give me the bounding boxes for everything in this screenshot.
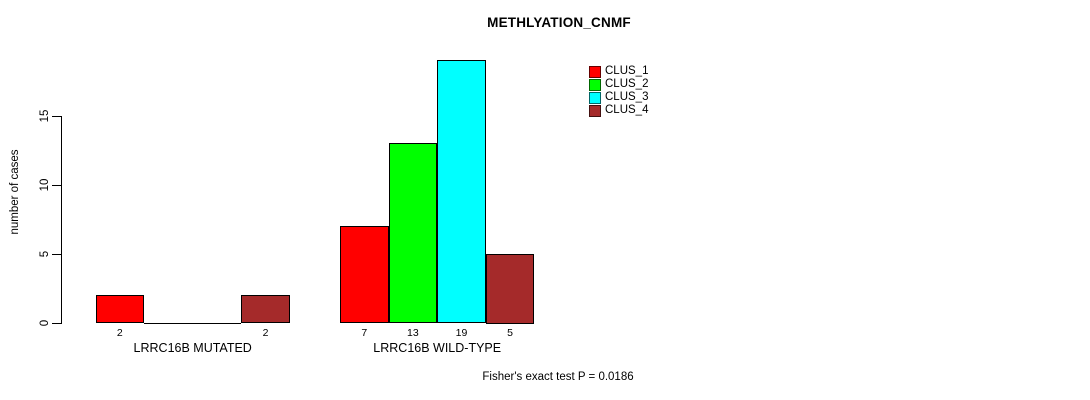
- y-axis-tick-label: 15: [39, 109, 51, 122]
- legend-swatch-clus_2: [589, 78, 601, 91]
- bar-clus_1-group1: [95, 294, 145, 324]
- legend-row-clus_4: CLUS_4: [589, 104, 648, 117]
- bar-clus_3-group2: [437, 60, 486, 324]
- x-group-label-2: LRRC16B WILD-TYPE: [373, 341, 502, 355]
- bar-clus_4-group2: [485, 253, 535, 324]
- legend-label-clus_4: CLUS_4: [605, 104, 649, 116]
- bar-value-label: 5: [507, 326, 514, 339]
- y-axis-tick: [52, 322, 61, 324]
- legend-swatch-clus_1: [589, 65, 601, 78]
- x-group-label-1: LRRC16B MUTATED: [133, 341, 252, 355]
- legend-swatch-clus_3: [589, 91, 601, 104]
- y-axis-tick: [52, 253, 61, 255]
- legend-label-clus_2: CLUS_2: [605, 78, 649, 90]
- legend-swatch-clus_4: [589, 104, 601, 117]
- bar-value-label: 2: [116, 326, 123, 339]
- legend-label-clus_3: CLUS_3: [605, 91, 649, 103]
- bar-clus_2-group2: [388, 143, 438, 324]
- legend-row-clus_1: CLUS_1: [589, 65, 648, 78]
- y-axis-tick-label: 5: [39, 250, 51, 257]
- bar-clus_4-group1: [241, 294, 290, 324]
- fisher-test-annotation: Fisher's exact test P = 0.0186: [482, 371, 634, 383]
- bar-clus_1-group2: [340, 225, 389, 324]
- bar-value-label: 13: [407, 326, 419, 339]
- y-axis-tick: [52, 115, 61, 117]
- legend: CLUS_1 CLUS_2 CLUS_3 CLUS_4: [589, 65, 648, 117]
- y-axis-tick: [52, 184, 61, 186]
- zero-bar-baseline-clus_2: [144, 322, 193, 324]
- zero-bar-baseline-clus_3: [192, 322, 242, 324]
- legend-label-clus_1: CLUS_1: [605, 65, 649, 77]
- bar-value-label: 19: [455, 326, 468, 339]
- legend-row-clus_3: CLUS_3: [589, 91, 648, 104]
- y-axis-tick-label: 0: [39, 319, 51, 326]
- bar-value-label: 2: [262, 326, 269, 339]
- legend-row-clus_2: CLUS_2: [589, 78, 648, 91]
- y-axis-tick-label: 10: [39, 178, 51, 191]
- chart-title: METHLYATION_CNMF: [487, 15, 631, 30]
- y-axis-line: [61, 115, 62, 324]
- bar-value-label: 7: [361, 326, 368, 339]
